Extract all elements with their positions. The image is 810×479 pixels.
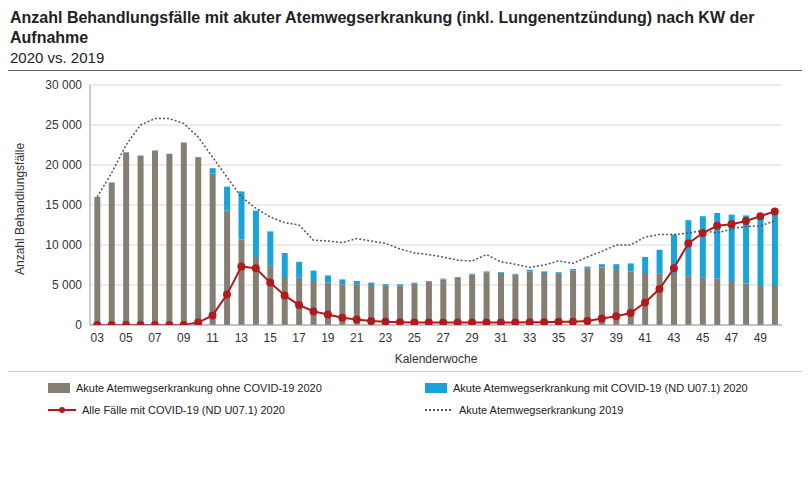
svg-text:49: 49 bbox=[754, 331, 768, 345]
html-text:2020 vs. 2019: 2020 vs. 2019 bbox=[10, 49, 105, 66]
svg-text:Kalenderwoche: Kalenderwoche bbox=[395, 352, 478, 366]
svg-text:25 000: 25 000 bbox=[45, 118, 82, 132]
svg-text:5 000: 5 000 bbox=[52, 278, 82, 292]
html-text:Akute Atemwegserkrankung 2019: Akute Atemwegserkrankung 2019 bbox=[459, 404, 624, 416]
svg-text:0: 0 bbox=[75, 318, 82, 332]
svg-text:20 000: 20 000 bbox=[45, 158, 82, 172]
svg-text:47: 47 bbox=[725, 331, 739, 345]
svg-text:Anzahl Behandlungsfälle: Anzahl Behandlungsfälle bbox=[13, 143, 27, 275]
svg-text:10 000: 10 000 bbox=[45, 238, 82, 252]
svg-text:15: 15 bbox=[264, 331, 278, 345]
html-text:Akute Atemwegserkrankung ohne: Akute Atemwegserkrankung ohne COVID-19 2… bbox=[76, 382, 322, 394]
html-text:Alle Fälle mit COVID-19 (ND U0: Alle Fälle mit COVID-19 (ND U07.1) 2020 bbox=[82, 404, 285, 416]
svg-text:39: 39 bbox=[610, 331, 624, 345]
svg-text:35: 35 bbox=[552, 331, 566, 345]
svg-text:03: 03 bbox=[91, 331, 105, 345]
svg-text:21: 21 bbox=[350, 331, 364, 345]
svg-text:19: 19 bbox=[321, 331, 335, 345]
svg-text:37: 37 bbox=[581, 331, 595, 345]
svg-text:09: 09 bbox=[177, 331, 191, 345]
svg-text:33: 33 bbox=[523, 331, 537, 345]
html-text:Anzahl Behandlungsfälle mit ak: Anzahl Behandlungsfälle mit akuter Atemw… bbox=[10, 9, 755, 46]
svg-text:43: 43 bbox=[667, 331, 681, 345]
html-text:Akute Atemwegserkrankung mit C: Akute Atemwegserkrankung mit COVID-19 (N… bbox=[453, 382, 748, 394]
svg-text:25: 25 bbox=[408, 331, 422, 345]
svg-text:05: 05 bbox=[119, 331, 133, 345]
svg-text:17: 17 bbox=[292, 331, 306, 345]
svg-text:30 000: 30 000 bbox=[45, 78, 82, 92]
svg-text:15 000: 15 000 bbox=[45, 198, 82, 212]
svg-text:11: 11 bbox=[206, 331, 219, 345]
svg-text:45: 45 bbox=[696, 331, 710, 345]
svg-text:31: 31 bbox=[494, 331, 508, 345]
svg-text:41: 41 bbox=[638, 331, 652, 345]
svg-text:13: 13 bbox=[235, 331, 249, 345]
svg-text:29: 29 bbox=[465, 331, 479, 345]
svg-text:27: 27 bbox=[437, 331, 451, 345]
svg-text:07: 07 bbox=[148, 331, 162, 345]
svg-text:23: 23 bbox=[379, 331, 393, 345]
